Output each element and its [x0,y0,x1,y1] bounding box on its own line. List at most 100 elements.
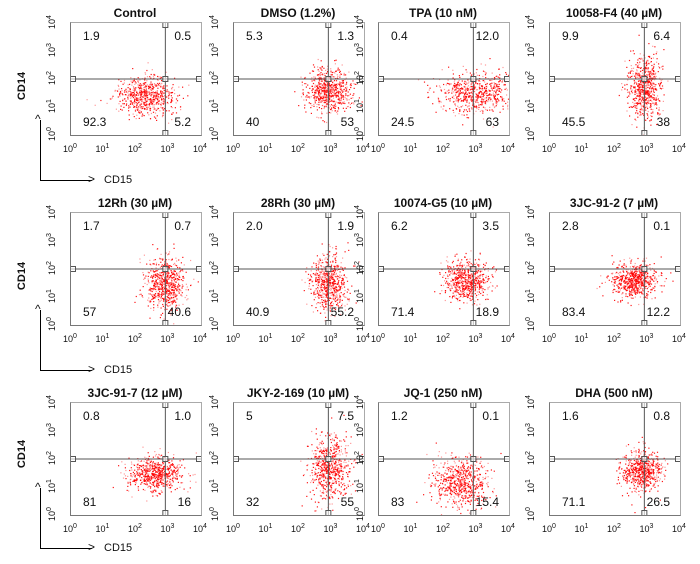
gate-handle[interactable] [162,213,169,218]
data-point [482,294,484,296]
data-point [157,93,159,95]
data-point [478,284,480,286]
data-point [153,95,155,97]
data-point [653,71,655,73]
gate-handle[interactable] [379,266,384,272]
data-point [649,71,651,73]
data-point [147,112,149,114]
data-point [132,92,134,94]
data-point [648,81,650,83]
data-point [123,91,126,93]
data-point [465,287,467,289]
data-point [486,109,488,111]
gate-handle[interactable] [470,213,477,218]
gate-handle[interactable] [470,130,477,136]
data-point [474,276,476,278]
data-point [326,68,328,70]
data-point [340,84,342,86]
data-point [460,261,462,263]
gate-handle[interactable] [641,130,648,136]
data-point [122,103,124,105]
data-point [459,279,461,281]
tick-base: 10 [525,102,536,113]
gate-handle[interactable] [470,23,477,28]
data-point [466,282,468,285]
data-point [310,112,312,114]
data-point [457,98,459,100]
data-point [475,279,477,281]
gate-handle[interactable] [470,76,477,82]
data-point [468,281,470,283]
gate-handle[interactable] [470,266,477,272]
gate-handle[interactable] [504,266,510,272]
gate-handle[interactable] [325,266,332,272]
data-point [319,312,322,314]
data-point [341,277,343,280]
data-point [636,95,638,97]
data-point [484,101,486,103]
gate-handle[interactable] [504,76,510,82]
gate-handle[interactable] [641,23,648,28]
data-point [162,112,164,114]
gate-handle[interactable] [359,266,365,272]
data-point [332,82,334,84]
data-point [145,275,147,277]
data-point [658,100,660,102]
data-point [475,271,477,273]
y-tick-label: 102 [352,261,366,275]
gate-handle[interactable] [359,76,365,82]
data-point [652,69,654,71]
data-point [637,80,640,82]
gate-handle[interactable] [325,320,332,326]
data-point [155,97,157,99]
data-point [495,91,497,94]
data-point [135,94,137,96]
data-point [495,269,497,271]
data-point [173,273,176,275]
gate-handle[interactable] [550,76,555,82]
data-point [324,102,326,104]
data-point [338,284,340,286]
panel-title: 10074-G5 (10 µM) [393,196,493,210]
tick-base: 10 [356,334,367,344]
data-point [314,89,316,91]
data-point [319,276,321,278]
gate-handle[interactable] [234,266,239,272]
data-point [159,283,161,285]
gate-handle[interactable] [71,76,76,82]
data-point [155,264,157,266]
data-point [156,85,158,87]
gate-handle[interactable] [162,130,169,136]
data-point [464,95,466,97]
gate-handle[interactable] [162,76,169,82]
data-point [461,271,463,273]
gate-handle[interactable] [162,23,169,28]
data-point [644,99,646,101]
gate-handle[interactable] [325,130,332,136]
gate-handle[interactable] [325,213,332,218]
gate-handle[interactable] [641,76,648,82]
gate-handle[interactable] [325,23,332,28]
gate-handle[interactable] [196,76,202,82]
gate-handle[interactable] [379,76,384,82]
data-point [457,84,459,86]
data-point [159,272,161,274]
data-point [137,107,139,110]
gate-handle[interactable] [675,76,681,82]
data-point [176,279,178,281]
data-point [321,270,323,272]
data-point [460,282,462,284]
gate-handle[interactable] [196,266,202,272]
gate-handle[interactable] [162,266,169,272]
data-point [326,288,328,290]
gate-handle[interactable] [470,320,477,326]
data-point [458,94,460,96]
data-point [171,259,173,261]
data-point [504,81,506,83]
gate-handle[interactable] [162,320,169,326]
data-point [455,99,457,101]
gate-handle[interactable] [234,76,239,82]
gate-handle[interactable] [71,266,76,272]
gate-handle[interactable] [325,76,332,82]
data-point [427,91,429,94]
